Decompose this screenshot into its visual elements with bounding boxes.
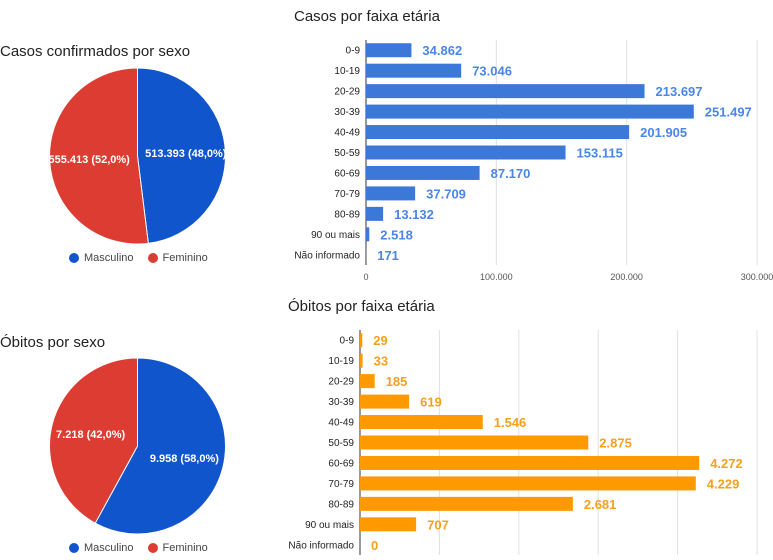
bar-value-label: 201.905: [640, 125, 687, 140]
bar[interactable]: [366, 165, 480, 180]
bar-value-label: 29: [373, 333, 387, 348]
bar-casos-idade-title: Casos por faixa etária: [294, 8, 440, 25]
category-label: 10-19: [334, 66, 360, 77]
bar[interactable]: [360, 415, 483, 430]
legend-dot-feminino: [147, 253, 158, 263]
bar-value-label: 4.229: [707, 476, 740, 491]
x-tick-label: 300.000: [741, 272, 773, 282]
category-label: 40-49: [334, 128, 360, 139]
bar[interactable]: [366, 104, 694, 119]
legend-item-feminino[interactable]: Feminino: [147, 252, 208, 264]
bar[interactable]: [360, 455, 700, 470]
category-label: 70-79: [334, 189, 360, 200]
bar-value-label: 251.497: [705, 105, 752, 120]
bar[interactable]: [360, 353, 363, 368]
bar-value-label: 171: [377, 248, 399, 263]
bar[interactable]: [366, 145, 566, 160]
category-label: 20-29: [334, 87, 360, 98]
category-label: 10-19: [328, 356, 354, 367]
bar[interactable]: [360, 374, 375, 389]
pie-slice-label-feminino: 7.218 (42,0%): [56, 429, 125, 441]
bar-value-label: 2.681: [584, 497, 617, 512]
bar-value-label: 153.115: [577, 146, 623, 161]
pie-slice-label-feminino: 555.413 (52,0%): [49, 154, 131, 166]
category-label: 80-89: [334, 209, 360, 220]
bar[interactable]: [366, 227, 370, 242]
pie-slice-masculino[interactable]: [137, 67, 226, 244]
category-label: Não informado: [288, 540, 354, 551]
legend-dot-masculino: [69, 543, 79, 553]
legend-label-masculino: Masculino: [84, 542, 134, 554]
bar-value-label: 213.697: [656, 84, 703, 99]
x-tick-label: 200.000: [610, 272, 643, 282]
bar-value-label: 619: [420, 395, 442, 410]
category-label: 70-79: [328, 479, 354, 490]
bar-value-label: 73.046: [472, 64, 512, 79]
pie-casos-sexo-title: Casos confirmados por sexo: [0, 43, 191, 60]
category-label: 50-59: [328, 438, 354, 449]
category-label: 60-69: [328, 458, 354, 469]
bar[interactable]: [360, 496, 573, 511]
bar-value-label: 707: [427, 517, 449, 532]
category-label: 60-69: [334, 168, 360, 179]
legend-label-masculino: Masculino: [84, 252, 134, 264]
bar[interactable]: [366, 125, 630, 140]
bar[interactable]: [360, 517, 417, 532]
bar-obitos-idade-title: Óbitos por faixa etária: [288, 298, 435, 315]
category-label: 30-39: [328, 397, 354, 408]
legend-item-masculino[interactable]: Masculino: [69, 252, 134, 264]
bar-value-label: 4.272: [710, 456, 743, 471]
pie-casos-sexo-legend: Masculino Feminino: [69, 252, 216, 264]
pie-slice-label-masculino: 513.393 (48,0%): [145, 148, 227, 160]
bar-value-label: 13.132: [394, 207, 434, 222]
category-label: 90 ou mais: [305, 520, 354, 531]
bar[interactable]: [366, 186, 416, 201]
pie-slice-feminino[interactable]: [49, 357, 138, 524]
legend-dot-masculino: [69, 253, 79, 263]
x-tick-label: 100.000: [480, 272, 513, 282]
category-label: 50-59: [334, 148, 360, 159]
pie-slice-masculino[interactable]: [94, 357, 226, 535]
category-label: 30-39: [334, 107, 360, 118]
bar-value-label: 87.170: [491, 166, 531, 181]
bar-value-label: 0: [371, 538, 378, 553]
bar[interactable]: [360, 394, 410, 409]
bar[interactable]: [366, 43, 412, 58]
pie-obitos-sexo-title: Óbitos por sexo: [0, 334, 106, 351]
bar[interactable]: [360, 435, 589, 450]
category-label: 0-9: [340, 336, 355, 347]
category-label: 80-89: [328, 499, 354, 510]
bar-value-label: 185: [386, 374, 408, 389]
pie-slice-label-masculino: 9.958 (58,0%): [150, 453, 219, 465]
bar[interactable]: [360, 476, 696, 491]
category-label: Não informado: [294, 250, 360, 261]
bar[interactable]: [366, 63, 462, 78]
bar[interactable]: [360, 333, 363, 348]
category-label: 90 ou mais: [311, 230, 360, 241]
bar-value-label: 2.518: [380, 227, 413, 242]
bar[interactable]: [366, 84, 645, 99]
legend-label-feminino: Feminino: [162, 542, 208, 554]
bar-value-label: 1.546: [494, 415, 527, 430]
x-tick-label: 0: [363, 272, 368, 282]
legend-dot-feminino: [147, 543, 158, 553]
bar-value-label: 34.862: [422, 43, 462, 58]
category-label: 40-49: [328, 418, 354, 429]
legend-label-feminino: Feminino: [162, 252, 208, 264]
bar[interactable]: [366, 206, 384, 221]
legend-item-feminino[interactable]: Feminino: [147, 542, 208, 554]
category-label: 0-9: [346, 46, 361, 57]
pie-obitos-sexo-legend: Masculino Feminino: [69, 542, 216, 554]
legend-item-masculino[interactable]: Masculino: [69, 542, 134, 554]
category-label: 20-29: [328, 377, 354, 388]
bar-value-label: 37.709: [426, 186, 466, 201]
pie-slice-feminino[interactable]: [49, 67, 149, 245]
bar-value-label: 2.875: [599, 436, 632, 451]
bar-value-label: 33: [374, 354, 388, 369]
